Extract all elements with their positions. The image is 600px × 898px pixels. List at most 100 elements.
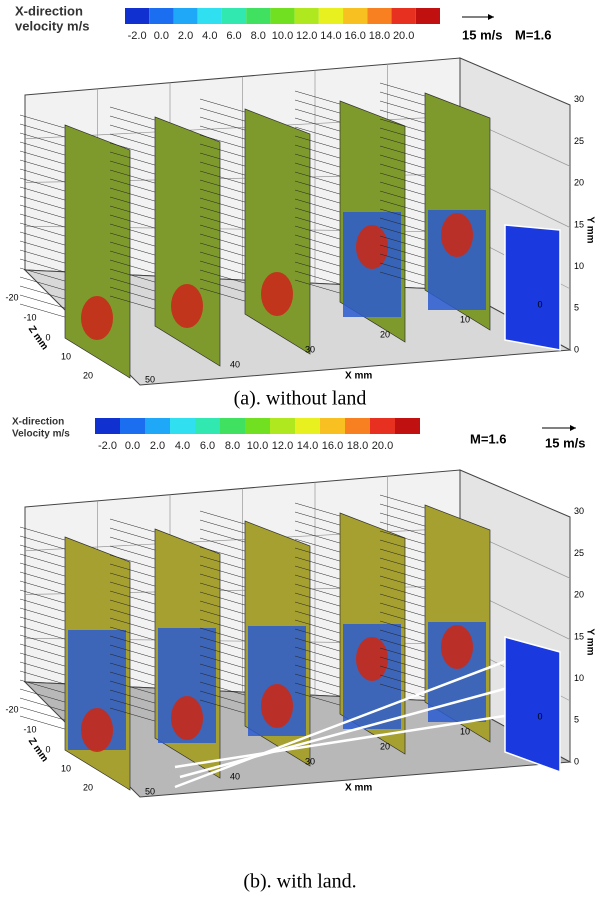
mach-label: M=1.6 xyxy=(470,431,507,446)
colorbar-title: X-direction xyxy=(12,417,64,428)
x-tick-label: 50 xyxy=(145,786,155,796)
x-tick-label: 10 xyxy=(460,726,470,736)
z-tick-label: -10 xyxy=(23,312,36,322)
high-velocity-region xyxy=(356,637,388,681)
high-velocity-region xyxy=(441,625,473,669)
x-tick-label: 50 xyxy=(145,374,155,384)
colorbar-tick: 4.0 xyxy=(202,30,217,42)
colorbar-tick: 16.0 xyxy=(322,440,343,452)
caption: (b). with land. xyxy=(243,871,356,893)
high-velocity-region xyxy=(261,684,293,728)
high-velocity-region xyxy=(81,296,113,340)
y-tick-label: 25 xyxy=(574,136,584,146)
colorbar-cell xyxy=(195,418,220,434)
colorbar-cell xyxy=(295,418,320,434)
colorbar-cell xyxy=(270,8,294,24)
colorbar-tick: 18.0 xyxy=(369,30,390,42)
slice xyxy=(65,125,130,378)
x-tick-label: 40 xyxy=(230,771,240,781)
colorbar-tick: 6.0 xyxy=(200,440,215,452)
y-axis-label: Y mm xyxy=(584,628,595,655)
colorbar-cell xyxy=(392,8,416,24)
colorbar-tick: 2.0 xyxy=(178,30,193,42)
colorbar-cell xyxy=(270,418,295,434)
colorbar-tick: 0.0 xyxy=(154,30,169,42)
colorbar-cell xyxy=(145,418,170,434)
mach-label: M=1.6 xyxy=(515,27,552,42)
colorbar-tick: 20.0 xyxy=(372,440,393,452)
colorbar-title: Velocity m/s xyxy=(12,429,70,440)
colorbar-cell xyxy=(367,8,391,24)
figure: X-directionvelocity m/s-2.00.02.04.06.08… xyxy=(0,0,600,898)
colorbar-cell xyxy=(198,8,222,24)
scale-label: 15 m/s xyxy=(545,435,585,450)
colorbar-cell xyxy=(345,418,370,434)
colorbar-cell xyxy=(246,8,270,24)
colorbar-tick: -2.0 xyxy=(128,30,147,42)
x-tick-label: 30 xyxy=(305,756,315,766)
y-axis-label: Y mm xyxy=(584,216,595,243)
z-tick-label: -10 xyxy=(23,724,36,734)
high-velocity-region xyxy=(171,284,203,328)
land-block xyxy=(505,637,560,772)
colorbar-tick: 18.0 xyxy=(347,440,368,452)
y-tick-label: 0 xyxy=(574,344,579,354)
colorbar-cell xyxy=(320,418,345,434)
caption: (a). without land xyxy=(234,388,367,410)
colorbar-tick: 14.0 xyxy=(320,30,341,42)
colorbar-tick: 10.0 xyxy=(247,440,268,452)
x-axis-label: X mm xyxy=(345,783,372,794)
high-velocity-region xyxy=(356,225,388,269)
colorbar-cell xyxy=(220,418,245,434)
scale-arrow-head xyxy=(570,425,576,431)
z-tick-label: 10 xyxy=(61,351,71,361)
colorbar-title: X-direction xyxy=(15,3,83,18)
colorbar-tick: 6.0 xyxy=(226,30,241,42)
colorbar-cell xyxy=(149,8,173,24)
colorbar-tick: 8.0 xyxy=(225,440,240,452)
colorbar-cell xyxy=(173,8,197,24)
y-tick-label: 10 xyxy=(574,261,584,271)
y-tick-label: 0 xyxy=(574,756,579,766)
colorbar-tick: 12.0 xyxy=(272,440,293,452)
colorbar-tick: 16.0 xyxy=(344,30,365,42)
colorbar-title: velocity m/s xyxy=(15,18,89,33)
y-tick-label: 15 xyxy=(574,219,584,229)
colorbar-cell xyxy=(343,8,367,24)
y-tick-label: 5 xyxy=(574,303,579,313)
colorbar-cell xyxy=(120,418,145,434)
colorbar-cell xyxy=(370,418,395,434)
colorbar-cell xyxy=(125,8,149,24)
y-tick-label: 30 xyxy=(574,94,584,104)
x-tick-label: 20 xyxy=(380,329,390,339)
scale-label: 15 m/s xyxy=(462,27,502,42)
high-velocity-region xyxy=(261,272,293,316)
colorbar-cell xyxy=(416,8,440,24)
colorbar-tick: 8.0 xyxy=(251,30,266,42)
z-tick-label: -20 xyxy=(5,704,18,714)
colorbar-cell xyxy=(295,8,319,24)
y-tick-label: 15 xyxy=(574,631,584,641)
colorbar-cell xyxy=(95,418,120,434)
colorbar-cell xyxy=(245,418,270,434)
y-tick-label: 5 xyxy=(574,715,579,725)
x-tick-label: 0 xyxy=(537,711,542,721)
colorbar-tick: -2.0 xyxy=(98,440,117,452)
y-tick-label: 20 xyxy=(574,590,584,600)
y-tick-label: 30 xyxy=(574,506,584,516)
high-velocity-region xyxy=(171,696,203,740)
colorbar-tick: 4.0 xyxy=(175,440,190,452)
y-tick-label: 20 xyxy=(574,178,584,188)
x-tick-label: 0 xyxy=(537,299,542,309)
scale-arrow-head xyxy=(488,14,494,20)
x-tick-label: 20 xyxy=(380,741,390,751)
y-tick-label: 10 xyxy=(574,673,584,683)
z-tick-label: 20 xyxy=(83,370,93,380)
colorbar-tick: 14.0 xyxy=(297,440,318,452)
high-velocity-region xyxy=(81,708,113,752)
y-tick-label: 25 xyxy=(574,548,584,558)
colorbar-cell xyxy=(395,418,420,434)
x-tick-label: 10 xyxy=(460,314,470,324)
